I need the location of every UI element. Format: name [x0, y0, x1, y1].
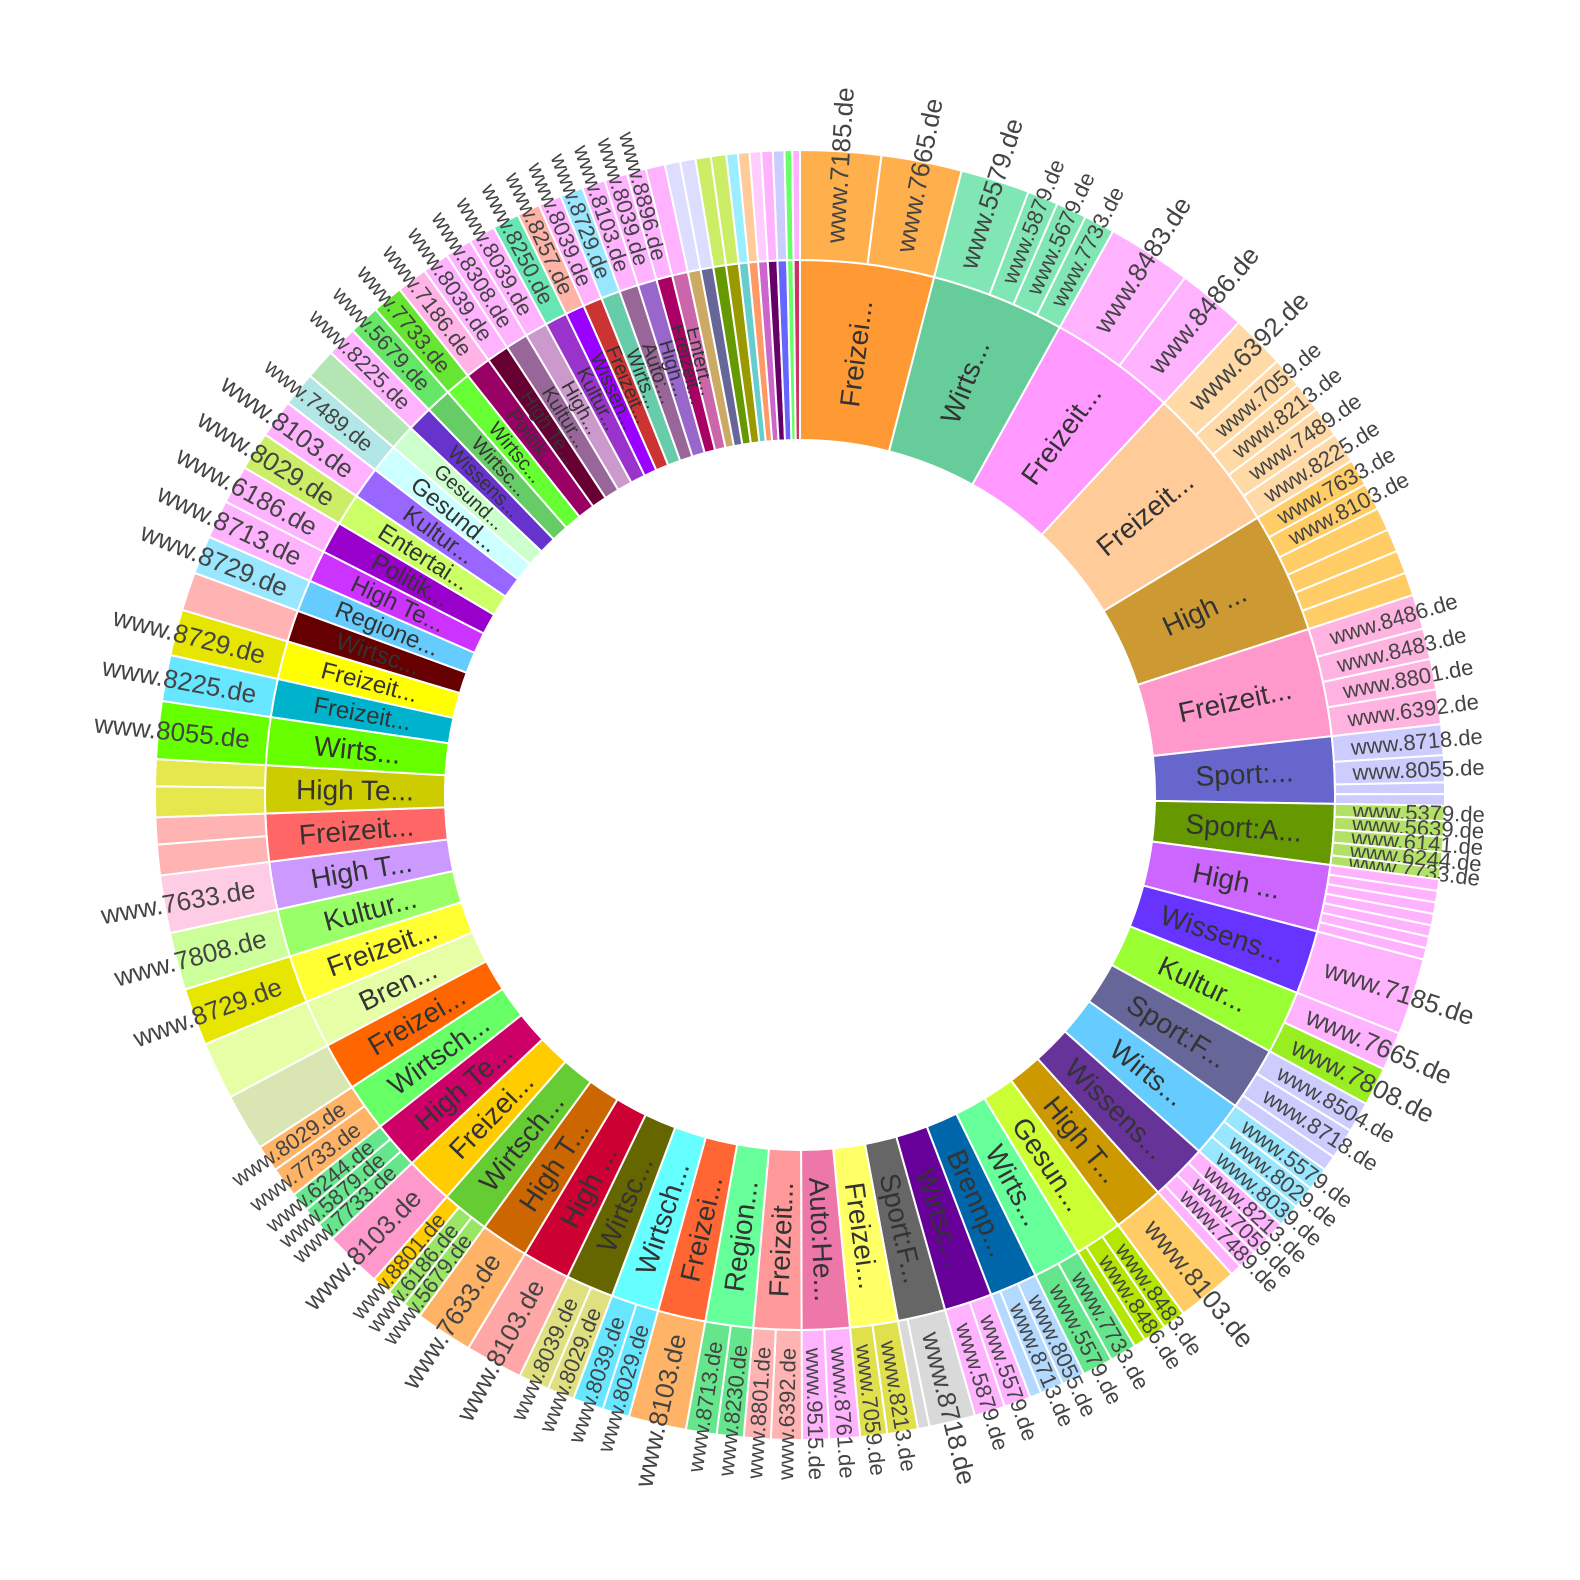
site-segment[interactable]: www.9515.de	[800, 1328, 831, 1480]
site-segment[interactable]: www.7185.de	[799, 86, 883, 266]
site-arc[interactable]	[154, 785, 267, 819]
site-arc[interactable]	[800, 1328, 831, 1442]
site-segment[interactable]	[154, 785, 267, 819]
site-segment[interactable]	[791, 148, 801, 262]
category-segment[interactable]	[792, 258, 801, 442]
site-segment[interactable]	[1333, 781, 1447, 796]
site-arc[interactable]	[1333, 781, 1447, 796]
category-arc[interactable]	[792, 258, 801, 442]
site-arc[interactable]	[791, 148, 801, 262]
